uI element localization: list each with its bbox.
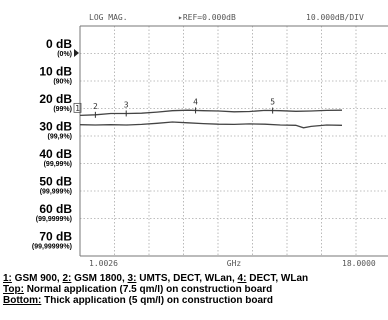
y-tick-db: 10 dB	[39, 65, 72, 79]
marker-box	[73, 102, 82, 113]
marker-label: 1	[75, 104, 80, 113]
y-tick-percent: (0%)	[57, 51, 72, 58]
header-mode: LOG MAG.	[89, 13, 128, 22]
caption-line-top: Top: Normal application (7.5 qm/l) on co…	[3, 285, 388, 295]
x-tick-label-start: 1.0026	[89, 259, 118, 268]
y-tick-percent: (99,999%)	[40, 189, 72, 196]
top-key: Top:	[3, 285, 24, 295]
marker-label: 4	[193, 97, 198, 106]
y-tick-db: 60 dB	[39, 202, 72, 216]
band-text-1: GSM 900,	[11, 274, 63, 284]
y-tick-percent: (99,99%)	[44, 161, 72, 168]
x-axis-unit: GHz	[227, 259, 242, 268]
series-bottom-trace	[79, 121, 343, 129]
y-tick-percent: (90%)	[53, 79, 72, 86]
y-tick-db: 50 dB	[39, 175, 72, 189]
y-tick-db: 30 dB	[39, 120, 72, 134]
y-tick-percent: (99,9%)	[47, 134, 72, 141]
header-ref: ▸REF=0.000dB	[178, 13, 236, 22]
y-tick-percent: (99,9999%)	[36, 216, 72, 223]
grid	[80, 26, 388, 256]
header-scale: 10.000dB/DIV	[306, 13, 364, 22]
marker-label: 5	[270, 98, 275, 107]
band-text-2: GSM 1800,	[71, 274, 128, 284]
y-tick-db: 70 dB	[39, 230, 72, 244]
marker-label: 3	[124, 100, 129, 109]
caption-line-bottom: Bottom: Thick application (5 qm/l) on co…	[3, 296, 388, 306]
y-tick-percent: (99%)	[53, 106, 72, 113]
markers: 1 2 3 4 5	[73, 97, 275, 118]
bottom-key: Bottom:	[3, 296, 42, 306]
band-text-4: DECT, WLan	[246, 274, 309, 284]
band-text-3: UMTS, DECT, WLan,	[136, 274, 238, 284]
band-key-3: 3:	[127, 274, 137, 284]
bottom-text: Thick application (5 qm/l) on constructi…	[41, 296, 274, 306]
plot-frame	[74, 25, 388, 257]
y-tick-db: 40 dB	[39, 147, 72, 161]
caption-line-bands: 1: GSM 900, 2: GSM 1800, 3: UMTS, DECT, …	[3, 274, 388, 284]
y-tick-percent: (99,99999%)	[32, 244, 72, 251]
band-key-4: 4:	[237, 274, 247, 284]
band-key-1: 1:	[3, 274, 12, 284]
reference-arrow-icon	[74, 49, 79, 57]
y-tick-db: 20 dB	[39, 92, 72, 106]
top-text: Normal application (7.5 qm/l) on constru…	[23, 285, 273, 295]
x-tick-label-end: 18.0000	[342, 259, 376, 268]
y-tick-db: 0 dB	[46, 37, 72, 51]
y-axis-ticks: 0 dB(0%) 10 dB(90%) 20 dB(99%) 30 dB(99,9%)…	[32, 37, 72, 251]
marker-label: 2	[93, 102, 98, 111]
band-key-2: 2:	[62, 274, 72, 284]
series	[79, 109, 343, 129]
series-top-trace	[79, 109, 343, 117]
